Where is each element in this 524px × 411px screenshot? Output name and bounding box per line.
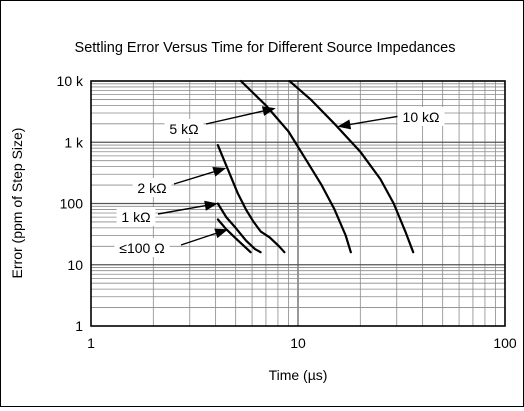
series-line-100 bbox=[216, 218, 252, 254]
y-tick-label: 1 k bbox=[64, 134, 84, 150]
y-tick-label: 1 bbox=[75, 318, 83, 334]
annotation-arrow-10-k bbox=[350, 115, 401, 126]
annotation-arrowhead-1-k bbox=[204, 200, 218, 211]
x-tick-label: 10 bbox=[290, 335, 306, 351]
annotation-arrowhead-100 bbox=[214, 228, 229, 239]
y-tick-label: 10 k bbox=[57, 73, 84, 89]
x-axis-ticks: 1 10 100 bbox=[87, 335, 517, 351]
annotation-label-10-k: 10 kΩ bbox=[403, 109, 440, 125]
annotations: 10 kΩ 5 kΩ 2 kΩ 1 kΩ ≤100 Ω bbox=[114, 106, 445, 257]
annotation-arrowhead-5-k bbox=[261, 106, 276, 116]
annotation-label-100: ≤100 Ω bbox=[119, 240, 164, 256]
annotation-label-bg bbox=[164, 119, 204, 138]
annotation-label-1-k: 1 kΩ bbox=[121, 209, 150, 225]
annotation-label-bg bbox=[132, 178, 172, 197]
x-axis-label: Time (µs) bbox=[269, 367, 328, 383]
y-axis-label: Error (ppm of Step Size) bbox=[9, 128, 25, 279]
y-axis-ticks: 1 10 100 1 k 10 k bbox=[57, 73, 84, 334]
plot-area bbox=[90, 80, 506, 327]
annotation-arrow-1-k bbox=[157, 205, 206, 215]
series-line-2-k bbox=[216, 144, 286, 254]
chart-title: Settling Error Versus Time for Different… bbox=[75, 40, 456, 56]
series-line-1-k bbox=[216, 202, 262, 254]
annotation-label-bg bbox=[116, 207, 156, 226]
annotation-arrowhead-2-k bbox=[212, 167, 227, 177]
x-tick-label: 1 bbox=[87, 335, 95, 351]
y-tick-label: 100 bbox=[60, 196, 84, 212]
annotation-label-2-k: 2 kΩ bbox=[137, 180, 166, 196]
y-tick-label: 10 bbox=[67, 257, 83, 273]
annotation-arrow-5-k bbox=[205, 110, 264, 125]
annotation-label-bg bbox=[397, 107, 445, 126]
annotation-arrow-2-k bbox=[173, 171, 214, 185]
annotation-label-5-k: 5 kΩ bbox=[169, 121, 198, 137]
annotation-label-bg bbox=[114, 238, 170, 257]
annotation-arrow-100 bbox=[180, 232, 217, 246]
x-tick-label: 100 bbox=[493, 335, 517, 351]
annotation-arrowhead-10-k bbox=[337, 119, 352, 130]
series-line-10-k bbox=[288, 79, 415, 254]
